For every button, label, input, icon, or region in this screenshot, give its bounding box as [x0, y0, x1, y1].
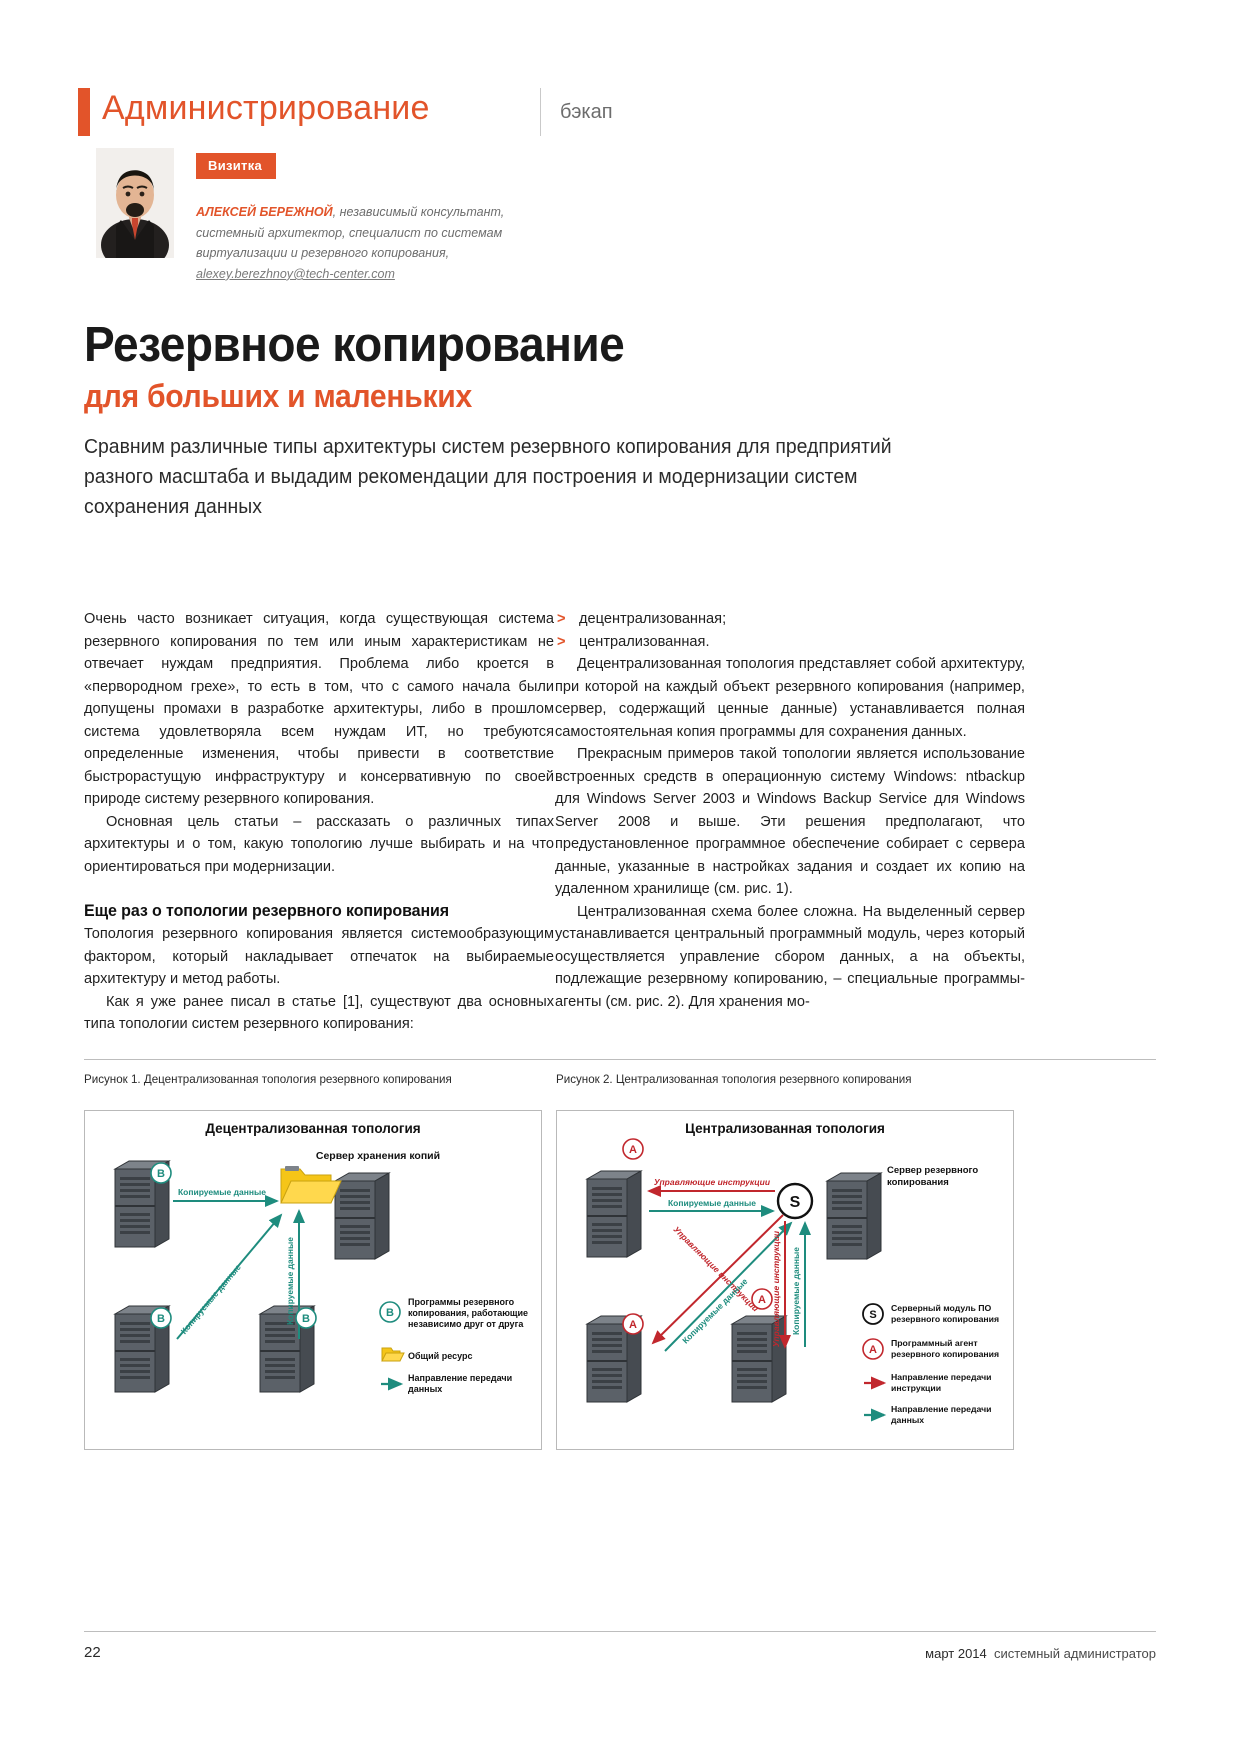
list-item-label: децентрализованная;: [579, 611, 727, 627]
svg-text:Копируемые данные: Копируемые данные: [179, 1262, 243, 1336]
section-label: бэкап: [560, 101, 613, 123]
figure-1-title: Децентрализованная топология: [205, 1121, 421, 1136]
figure-1: Децентрализованная топология: [84, 1110, 542, 1450]
section-heading: Еще раз о топологии резервного копирован…: [84, 902, 450, 920]
paragraph: Прекрасным примеров такой топологии явля…: [555, 746, 1025, 897]
svg-text:Копируемые данные: Копируемые данные: [791, 1247, 801, 1335]
figure-1-caption: Рисунок 1. Децентрализованная топология …: [84, 1073, 452, 1086]
article-subtitle: для больших и маленьких: [84, 378, 472, 414]
author-email-link[interactable]: alexey.berezhnoy@tech-center.com: [196, 266, 395, 281]
accent-bar: [78, 88, 90, 136]
svg-text:резервного копирования: резервного копирования: [891, 1349, 999, 1359]
svg-text:данных: данных: [408, 1384, 442, 1394]
column-right: > децентрализованная; > централизованная…: [555, 608, 1025, 1013]
footer-magazine: системный администратор: [994, 1646, 1156, 1661]
author-role-2: архитектор, специалист по системам вирту…: [196, 225, 503, 261]
author-description: АЛЕКСЕЙ БЕРЕЖНОЙ, независимый консультан…: [196, 202, 556, 285]
svg-text:Направление передачи: Направление передачи: [891, 1372, 992, 1382]
paragraph: Децентрализованная топология представляе…: [555, 656, 1025, 740]
author-name: АЛЕКСЕЙ БЕРЕЖНОЙ: [196, 205, 333, 219]
svg-text:A: A: [758, 1294, 766, 1306]
svg-text:копирования: копирования: [887, 1177, 949, 1188]
visitka-badge: Визитка: [196, 153, 277, 179]
header-divider: [540, 88, 541, 136]
list-item-label: централизованная.: [579, 633, 710, 650]
bullet-marker-icon: >: [557, 633, 566, 650]
figure-2-caption: Рисунок 2. Централизованная топология ре…: [556, 1073, 912, 1086]
author-role-1: , независимый консультант, системный: [196, 205, 505, 240]
svg-text:Управляющие инструкции: Управляющие инструкции: [771, 1230, 781, 1347]
svg-text:В: В: [386, 1307, 394, 1319]
svg-text:Серверный модуль ПО: Серверный модуль ПО: [891, 1303, 992, 1313]
figure-2-title: Централизованная топология: [685, 1121, 885, 1136]
svg-text:S: S: [790, 1194, 801, 1211]
paragraph: Централизованная схема более сложна. На …: [555, 903, 1025, 1010]
svg-text:Программы резервного: Программы резервного: [408, 1297, 515, 1307]
figure-1-diagram: Сервер хранения копий Копируемые данные: [85, 1111, 541, 1449]
paragraph: Топология резервного копирования являетс…: [84, 926, 554, 987]
column-left: Очень часто возникает ситуация, когда су…: [84, 608, 554, 1036]
svg-text:Управляющие инструкции: Управляющие инструкции: [654, 1177, 771, 1187]
list-item: > децентрализованная;: [555, 608, 1025, 631]
svg-text:S: S: [869, 1309, 876, 1321]
svg-text:данных: данных: [891, 1415, 924, 1425]
svg-text:Сервер хранения копий: Сервер хранения копий: [316, 1150, 440, 1162]
svg-text:A: A: [869, 1344, 877, 1356]
topology-list: > децентрализованная; > централизованная…: [555, 608, 1025, 653]
page-number: 22: [84, 1644, 101, 1661]
svg-text:копирования, работающие: копирования, работающие: [408, 1308, 528, 1318]
svg-text:A: A: [629, 1144, 637, 1156]
figure-2: Централизованная топология: [556, 1110, 1014, 1450]
page-header: Администрирование бэкап: [78, 88, 1162, 144]
svg-text:Направление передачи: Направление передачи: [408, 1373, 512, 1383]
author-photo: [96, 148, 174, 258]
paragraph: Основная цель статьи – рассказать о разл…: [84, 813, 554, 875]
list-item: > централизованная.: [555, 631, 1025, 654]
footer-divider: [84, 1631, 1156, 1632]
svg-text:Направление передачи: Направление передачи: [891, 1404, 992, 1414]
svg-text:резервного копирования: резервного копирования: [891, 1314, 999, 1324]
svg-text:В: В: [157, 1168, 165, 1180]
author-role-3: и резервного копирования,: [290, 246, 450, 261]
svg-text:Копируемые данные: Копируемые данные: [178, 1187, 266, 1197]
article-title-block: Резервное копирование для больших и мале…: [84, 318, 984, 414]
svg-text:В: В: [302, 1313, 310, 1325]
figure-2-diagram: Сервер резервного копирования S Управляю…: [557, 1111, 1013, 1449]
paragraph: Очень часто возникает ситуация, когда су…: [84, 611, 554, 807]
bullet-marker-icon: >: [557, 611, 566, 627]
svg-text:Сервер резервного: Сервер резервного: [887, 1165, 978, 1176]
svg-text:Программный агент: Программный агент: [891, 1338, 978, 1348]
footer-meta: март 2014 системный администратор: [925, 1646, 1156, 1661]
svg-text:A: A: [629, 1319, 637, 1331]
svg-text:Управляющие инструкции: Управляющие инструкции: [672, 1224, 762, 1314]
svg-text:независимо друг от друга: независимо друг от друга: [408, 1319, 524, 1329]
svg-text:Копируемые данные: Копируемые данные: [285, 1237, 295, 1325]
svg-text:В: В: [157, 1313, 165, 1325]
rubric-title: Администрирование: [102, 89, 430, 127]
svg-text:инструкции: инструкции: [891, 1383, 941, 1393]
svg-text:Копируемые данные: Копируемые данные: [668, 1198, 756, 1208]
paragraph: Как я уже ранее писал в статье [1], суще…: [84, 993, 554, 1033]
figures-divider: [84, 1059, 1156, 1060]
svg-text:Общий ресурс: Общий ресурс: [408, 1351, 473, 1361]
article-title: Резервное копирование: [84, 318, 625, 372]
footer-date: март 2014: [925, 1646, 987, 1661]
article-lead: Сравним различные типы архитектуры систе…: [84, 436, 892, 518]
